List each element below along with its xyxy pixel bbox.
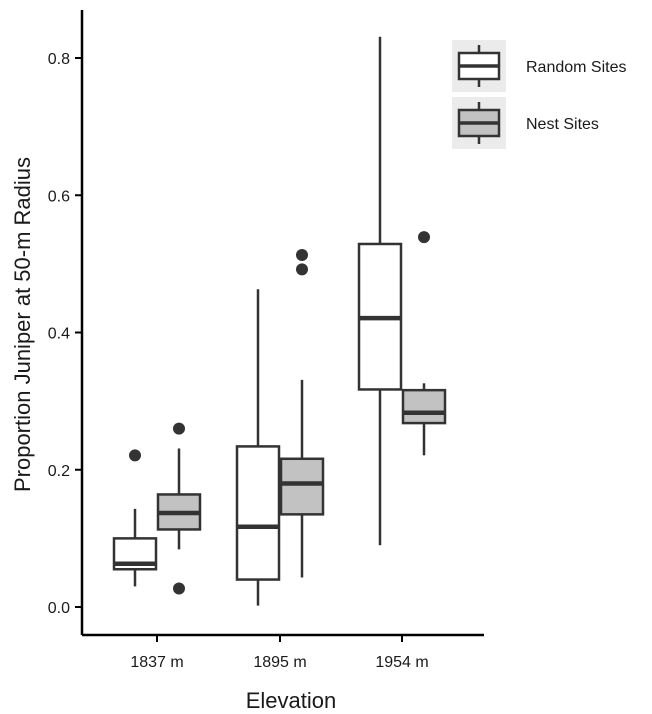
outlier-point	[296, 263, 308, 276]
iqr-box	[401, 388, 447, 425]
iqr-box	[279, 457, 325, 516]
outlier-point	[129, 449, 141, 462]
nest-sites-box-1	[279, 248, 325, 578]
y-axis-ticks: 0.0 0.2 0.4 0.6 0.8	[48, 51, 82, 617]
y-tick-label: 0.8	[48, 51, 70, 68]
random-sites-box-1	[235, 289, 281, 606]
nest-sites-box-2	[401, 231, 447, 456]
y-tick-label: 0.0	[48, 600, 70, 617]
legend-item-nest-sites: Nest Sites	[452, 97, 599, 149]
iqr-box	[235, 445, 281, 581]
legend: Random Sites Nest Sites	[452, 40, 627, 149]
nest-sites-box-0	[156, 422, 202, 595]
legend-item-random-sites: Random Sites	[452, 40, 627, 92]
x-tick-label: 1895 m	[253, 654, 306, 671]
outlier-point	[296, 248, 308, 261]
x-tick-label: 1837 m	[130, 654, 183, 671]
x-axis-ticks: 1837 m 1895 m 1954 m	[130, 635, 429, 671]
y-tick-label: 0.4	[48, 326, 70, 343]
legend-label: Nest Sites	[526, 116, 599, 133]
y-axis-title: Proportion Juniper at 50-m Radius	[10, 157, 35, 492]
random-sites-box-0	[112, 449, 158, 587]
outlier-point	[173, 582, 185, 595]
random-sites-box-2	[357, 36, 403, 546]
outlier-point	[418, 231, 430, 244]
y-tick-label: 0.2	[48, 463, 70, 480]
x-axis-title: Elevation	[246, 688, 337, 713]
x-tick-label: 1954 m	[375, 654, 428, 671]
y-tick-label: 0.6	[48, 188, 70, 205]
legend-label: Random Sites	[526, 59, 627, 76]
plot-area	[112, 36, 447, 606]
outlier-point	[173, 422, 185, 435]
